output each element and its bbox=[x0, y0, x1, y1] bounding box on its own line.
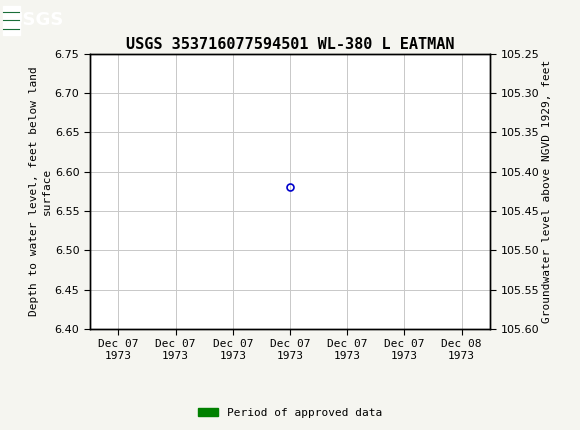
Text: USGS: USGS bbox=[9, 12, 64, 29]
FancyBboxPatch shape bbox=[3, 6, 20, 35]
Y-axis label: Depth to water level, feet below land
surface: Depth to water level, feet below land su… bbox=[29, 67, 52, 316]
Text: USGS 353716077594501 WL-380 L EATMAN: USGS 353716077594501 WL-380 L EATMAN bbox=[126, 37, 454, 52]
Legend: Period of approved data: Period of approved data bbox=[194, 403, 386, 422]
Y-axis label: Groundwater level above NGVD 1929, feet: Groundwater level above NGVD 1929, feet bbox=[542, 60, 552, 323]
